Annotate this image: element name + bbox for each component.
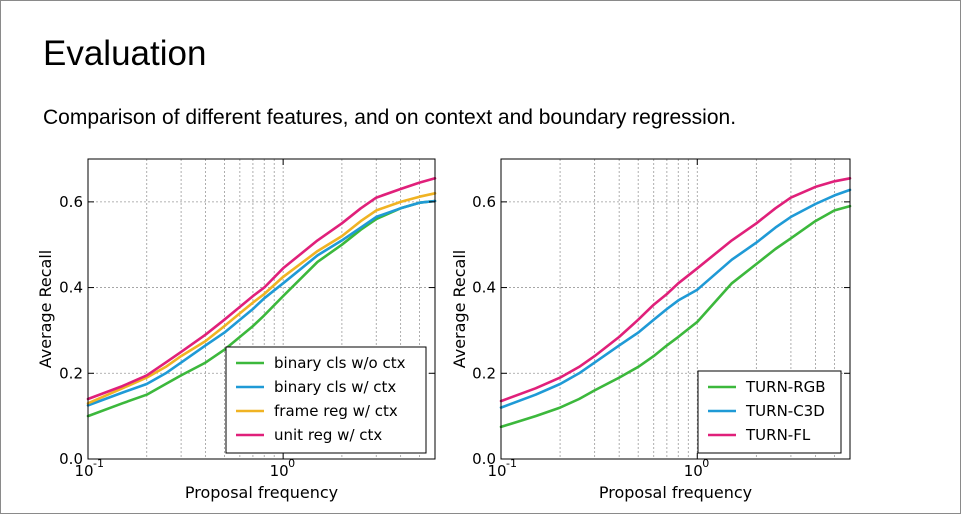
chart-right-legend-label-2: TURN-FL: [745, 426, 811, 444]
chart-right-legend: TURN-RGB TURN-C3D TURN-FL: [697, 370, 842, 454]
chart-right-legend-label-1: TURN-C3D: [745, 402, 825, 420]
chart-left-ytick-label: 0.4: [59, 279, 83, 297]
chart-left-xtick-label-exp: -1: [93, 457, 104, 470]
chart-right-legend-label-0: TURN-RGB: [745, 378, 826, 396]
chart-left-xlabel: Proposal frequency: [185, 483, 338, 502]
chart-left-series-line-3: [86, 177, 437, 401]
chart-right-series-line-2: [499, 177, 852, 403]
chart-right-ytick-label: 0.2: [472, 364, 496, 382]
chart-right-xtick-label-base: 10: [684, 462, 703, 480]
chart-left-xtick-label-exp: 0: [288, 457, 295, 470]
chart-right-ytick-label: 0.6: [472, 193, 496, 211]
chart-left-legend: binary cls w/o ctx binary cls w/ ctx frame…: [225, 346, 427, 454]
chart-right-xlabel: Proposal frequency: [599, 483, 752, 502]
chart-left-ytick-label: 0.2: [59, 364, 83, 382]
chart-left-legend-label-1: binary cls w/ ctx: [274, 378, 396, 396]
chart-left-xtick-label-base: 10: [74, 462, 93, 480]
chart-left-xtick-label-base: 10: [270, 462, 289, 480]
chart-right-ytick-label: 0.0: [472, 450, 496, 468]
chart-left-legend-label-3: unit reg w/ ctx: [274, 426, 382, 444]
chart-right-xtick-label-exp: -1: [506, 457, 517, 470]
chart-right-ytick-label: 0.4: [472, 279, 496, 297]
slide-subtitle: Comparison of different features, and on…: [43, 106, 737, 129]
chart-left-ytick-label: 0.6: [59, 193, 83, 211]
chart-right-xtick-label-base: 10: [487, 462, 506, 480]
chart-left-ytick-label: 0.0: [59, 450, 83, 468]
chart-right-series-line-0: [499, 204, 852, 429]
chart-left-series-line-0: [86, 199, 437, 418]
chart-left-legend-label-0: binary cls w/o ctx: [274, 354, 406, 372]
slide-title: Evaluation: [43, 34, 207, 73]
chart-left-plot-frame: [87, 158, 436, 460]
chart-right-xtick-label-exp: 0: [702, 457, 709, 470]
chart-left-ylabel: Average Recall: [36, 250, 55, 369]
chart-left-legend-label-2: frame reg w/ ctx: [274, 402, 398, 420]
chart-right-ylabel: Average Recall: [450, 250, 469, 369]
chart-left-series-line-2: [86, 192, 437, 405]
chart-right-series-line-1: [499, 188, 852, 409]
chart-right-plot-frame: [500, 158, 851, 460]
chart-left-series-line-1: [86, 199, 437, 407]
